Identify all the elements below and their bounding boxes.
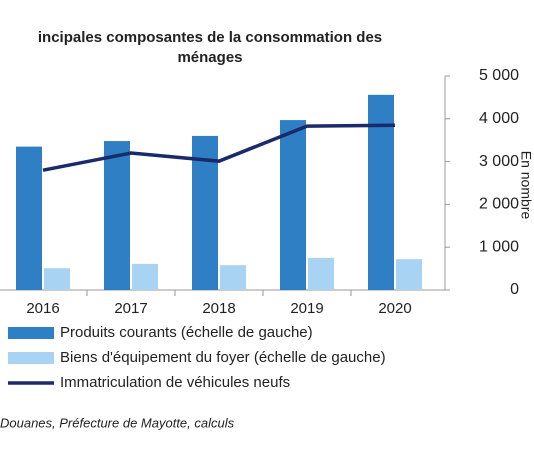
y2-tick-label: 4 000	[479, 110, 519, 127]
y2-tick-label: 2 000	[479, 196, 519, 213]
bar	[16, 146, 42, 290]
bar	[104, 141, 130, 290]
bar	[132, 263, 158, 290]
x-tick-label: 2016	[26, 300, 59, 317]
bar	[368, 94, 394, 290]
y2-tick-label: 3 000	[479, 153, 519, 170]
y2-tick-label: 0	[510, 281, 519, 298]
bar	[220, 265, 246, 290]
x-tick-label: 2017	[114, 300, 147, 317]
y2-tick-label: 1 000	[479, 238, 519, 255]
x-tick-label: 2018	[202, 300, 235, 317]
x-tick-label: 2019	[290, 300, 323, 317]
y2-tick-label: 5 000	[479, 67, 519, 84]
bar	[280, 120, 306, 290]
chart-title: incipales composantes de la consommation…	[38, 29, 382, 46]
bar	[396, 259, 422, 290]
bar	[308, 257, 334, 290]
legend-label: Produits courants (échelle de gauche)	[60, 324, 313, 341]
legend-swatch	[8, 352, 54, 364]
source: Douanes, Préfecture de Mayotte, calculs	[0, 415, 235, 430]
bar	[44, 268, 70, 290]
legend-label: Biens d'équipement du foyer (échelle de …	[60, 349, 386, 366]
chart-title: ménages	[177, 49, 242, 66]
line	[42, 123, 396, 172]
y2-axis-label: En nombre	[518, 151, 534, 220]
legend-label: Immatriculation de véhicules neufs	[60, 374, 290, 391]
legend-swatch	[8, 327, 54, 339]
x-tick-label: 2020	[378, 300, 411, 317]
